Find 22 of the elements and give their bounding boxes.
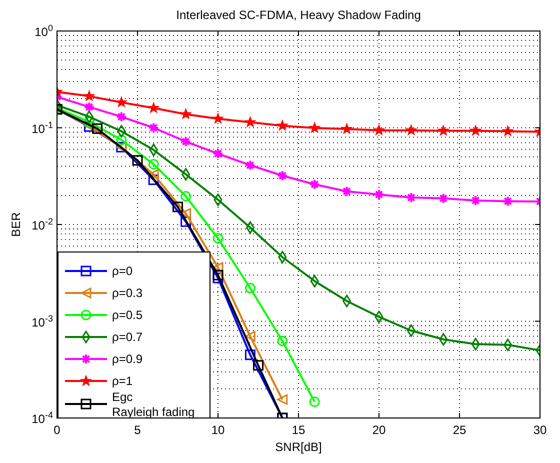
x-tick-label: 20 xyxy=(372,423,386,437)
y-tick-label: 10$^{-3}$ xyxy=(32,313,53,330)
legend-label: ρ=0.9 xyxy=(112,352,143,366)
x-tick-label: 15 xyxy=(292,423,306,437)
x-tick-label: 10 xyxy=(211,423,225,437)
x-axis-title: SNR[dB] xyxy=(275,440,322,454)
y-tick-label: 10$^{-4}$ xyxy=(32,410,53,426)
legend-label: ρ=0.3 xyxy=(112,286,143,300)
y-tick-label: 10$^{-2}$ xyxy=(32,216,53,232)
legend-label: ρ=0.5 xyxy=(112,308,143,322)
x-tick-label: 0 xyxy=(54,423,61,437)
legend-label: ρ=0.7 xyxy=(112,330,143,344)
x-tick-label: 25 xyxy=(452,423,466,437)
x-tick-label: 30 xyxy=(533,423,547,437)
y-tick-label: 10$^{0}$ xyxy=(34,23,53,39)
legend-label: ρ=1 xyxy=(112,374,133,388)
y-tick-label: 10$^{-1}$ xyxy=(32,120,53,136)
legend-label: Egc Rayleigh fading xyxy=(112,390,195,419)
x-tick-label: 5 xyxy=(134,423,142,437)
y-axis-title: BER xyxy=(9,212,23,237)
chart-title: Interleaved SC-FDMA, Heavy Shadow Fading xyxy=(176,8,421,22)
legend-label: ρ=0 xyxy=(112,264,133,278)
